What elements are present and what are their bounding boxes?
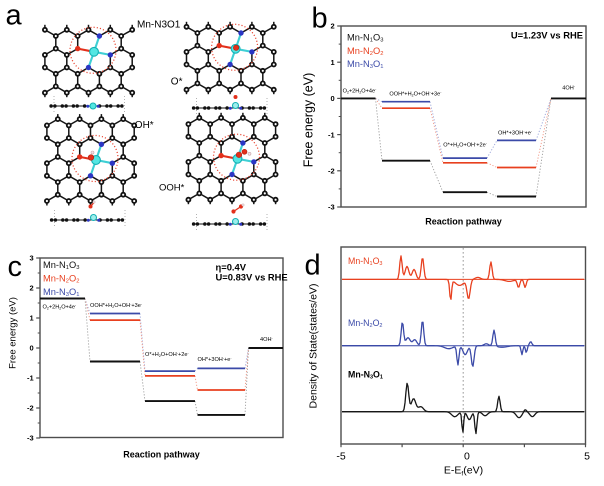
svg-text:4OH-: 4OH- [562,85,576,92]
svg-text:Density of State(states/eV): Density of State(states/eV) [308,284,320,409]
svg-text:E-Ef(eV): E-Ef(eV) [444,465,483,478]
svg-text:Free energy (eV): Free energy (eV) [302,73,316,167]
svg-text:1: 1 [331,58,335,67]
svg-text:b: b [312,3,328,35]
svg-text:Reaction pathway: Reaction pathway [123,450,200,460]
svg-text:4OH-: 4OH- [260,336,274,343]
svg-text:Mn-N3O1: Mn-N3O1 [348,370,383,381]
svg-text:5: 5 [584,451,590,463]
svg-text:2: 2 [30,284,34,293]
svg-text:c: c [8,251,23,283]
svg-text:Mn-N1O3: Mn-N1O3 [348,256,382,267]
svg-text:2: 2 [331,22,335,31]
svg-text:0: 0 [30,344,34,353]
svg-text:-3: -3 [328,203,335,212]
svg-text:-2: -2 [27,404,34,413]
svg-text:1: 1 [30,314,34,323]
svg-text:Reaction pathway: Reaction pathway [425,217,502,227]
svg-text:O2+2H2O+4e-: O2+2H2O+4e- [343,88,378,95]
svg-text:U=1.23V vs RHE: U=1.23V vs RHE [511,30,583,41]
svg-text:Mn-N2O2: Mn-N2O2 [347,46,383,57]
svg-text:-2: -2 [328,167,335,176]
svg-text:Mn-N3O1: Mn-N3O1 [347,59,383,70]
svg-text:0: 0 [331,94,335,103]
svg-text:Mn-N1O3: Mn-N1O3 [347,33,383,44]
svg-text:Mn-N2O2: Mn-N2O2 [348,318,382,329]
svg-text:Free energy (eV): Free energy (eV) [8,297,19,369]
svg-text:U=0.83V vs RHE: U=0.83V vs RHE [216,271,288,282]
svg-text:-3: -3 [27,434,34,443]
svg-text:OOH*: OOH* [159,183,185,194]
svg-text:OH*+3OH-+e-: OH*+3OH-+e- [198,356,233,363]
svg-text:O*: O* [171,77,183,88]
svg-text:O2+2H2O+4e-: O2+2H2O+4e- [43,304,78,311]
svg-text:OH*: OH* [135,120,154,131]
svg-text:Mn-N1O3: Mn-N1O3 [43,260,79,271]
svg-text:Mn-N3O1: Mn-N3O1 [43,287,79,298]
svg-text:OOH*+H2O+OH-+3e-: OOH*+H2O+OH-+3e- [90,302,143,309]
svg-text:3: 3 [30,254,34,263]
svg-text:η=0.4V: η=0.4V [216,262,247,273]
svg-text:O*+H2O+OH-+2e-: O*+H2O+OH-+2e- [145,351,189,358]
svg-text:d: d [305,250,321,282]
svg-text:OH*+3OH-+e-: OH*+3OH-+e- [498,130,533,137]
svg-text:O*+H2O+OH-+2e-: O*+H2O+OH-+2e- [443,142,487,149]
svg-text:Mn-N2O2: Mn-N2O2 [43,274,79,285]
svg-text:-1: -1 [27,374,34,383]
svg-text:0: 0 [464,451,470,463]
svg-text:-1: -1 [328,130,335,139]
svg-text:OOH*+H2O+OH-+3e-: OOH*+H2O+OH-+3e- [389,91,442,98]
svg-text:a: a [6,0,23,32]
svg-text:Mn-N3O1: Mn-N3O1 [137,20,181,31]
svg-text:-5: -5 [336,451,345,463]
